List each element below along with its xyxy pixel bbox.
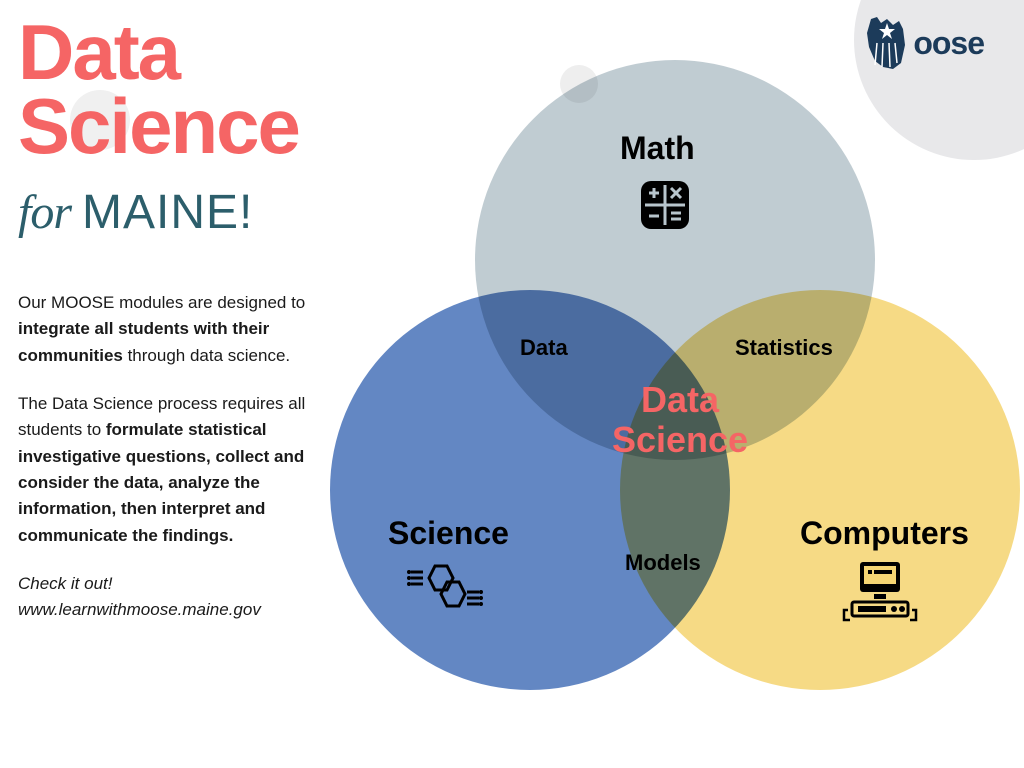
moose-logo-shape xyxy=(863,15,911,71)
website-url: www.learnwithmoose.maine.gov xyxy=(18,600,261,619)
description-para-2: The Data Science process requires all st… xyxy=(18,391,318,549)
venn-intersection-models: Models xyxy=(625,550,701,576)
description-cta: Check it out! www.learnwithmoose.maine.g… xyxy=(18,571,318,624)
moose-logo-text: oose xyxy=(913,25,984,62)
venn-label-science: Science xyxy=(388,515,509,552)
calculator-icon xyxy=(635,175,695,240)
moose-logo: oose xyxy=(863,15,984,71)
venn-intersection-data: Data xyxy=(520,335,568,361)
subtitle-prefix: for xyxy=(18,186,71,239)
description-block: Our MOOSE modules are designed to integr… xyxy=(18,290,318,646)
page-title: Data Science xyxy=(18,15,299,163)
title-line-2: Science xyxy=(18,82,299,170)
venn-label-computers: Computers xyxy=(800,515,969,552)
page-subtitle: for MAINE! xyxy=(18,185,253,240)
subtitle-main: MAINE! xyxy=(82,186,253,239)
venn-center-label: Data Science xyxy=(580,380,780,459)
description-para-1: Our MOOSE modules are designed to integr… xyxy=(18,290,318,369)
venn-intersection-statistics: Statistics xyxy=(735,335,833,361)
computer-icon xyxy=(840,558,920,633)
venn-label-math: Math xyxy=(620,130,695,167)
molecule-icon xyxy=(405,558,485,623)
venn-diagram: Math Science xyxy=(310,60,1024,768)
